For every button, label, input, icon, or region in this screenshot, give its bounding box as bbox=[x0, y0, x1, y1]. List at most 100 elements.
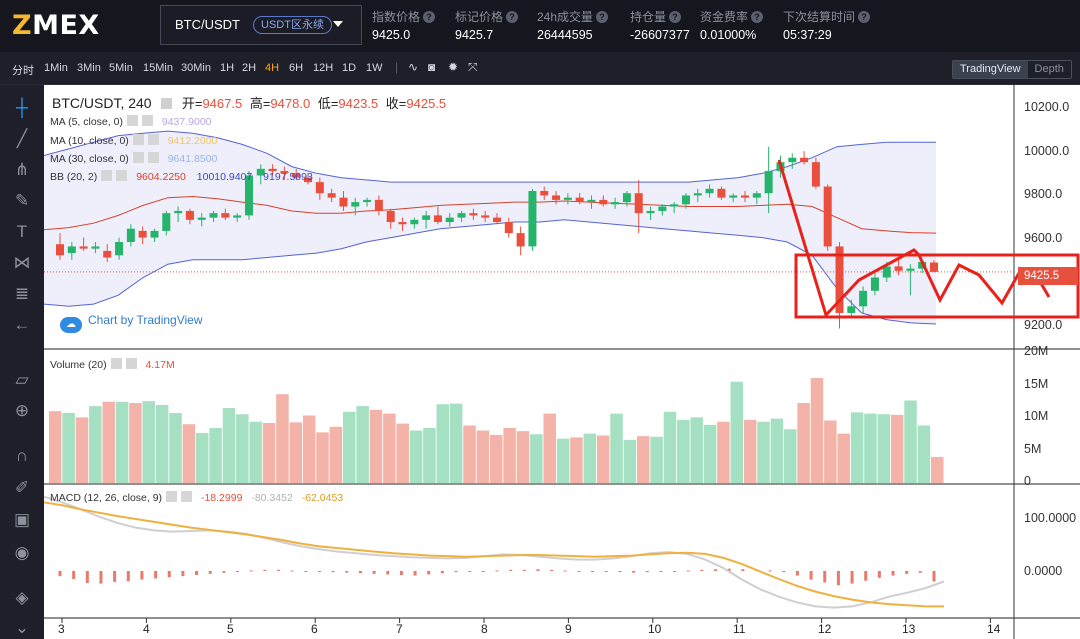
macd-legend[interactable]: MACD (12, 26, close, 9) -18.2999 -80.345… bbox=[50, 491, 343, 504]
text-icon[interactable]: T bbox=[16, 222, 28, 241]
help-icon[interactable]: ? bbox=[858, 11, 871, 23]
volume-bar bbox=[677, 419, 690, 483]
volume-bar bbox=[129, 403, 142, 483]
macd-line-value: -62.0453 bbox=[301, 492, 344, 504]
settings-icon[interactable] bbox=[101, 170, 113, 181]
tf-1d[interactable]: 1D bbox=[342, 62, 357, 74]
volume-bar bbox=[196, 433, 209, 483]
close-icon[interactable] bbox=[141, 115, 153, 126]
tf-30min[interactable]: 30Min bbox=[181, 62, 211, 74]
candle-body bbox=[906, 268, 915, 271]
settings-icon[interactable] bbox=[110, 358, 122, 369]
arrow-left-icon[interactable]: ← bbox=[13, 315, 31, 334]
help-icon[interactable]: ? bbox=[751, 11, 764, 23]
zoom-in-icon[interactable]: ⊕ bbox=[14, 401, 30, 420]
indicator-bb[interactable]: BB (20, 2) 9604.2250 10010.9407 9197.509… bbox=[50, 170, 313, 183]
lock-icon[interactable]: ▣ bbox=[13, 510, 31, 529]
volume-bar bbox=[516, 431, 530, 483]
tf-4h[interactable]: 4H bbox=[265, 62, 280, 74]
candle-body bbox=[811, 162, 820, 187]
settings-box-icon[interactable] bbox=[161, 98, 173, 109]
help-icon[interactable]: ? bbox=[669, 11, 682, 23]
help-icon[interactable]: ? bbox=[423, 11, 436, 23]
tab-depth[interactable]: Depth bbox=[1034, 63, 1064, 75]
candle-body bbox=[174, 210, 183, 214]
candle-body bbox=[528, 191, 537, 247]
close-icon[interactable] bbox=[181, 491, 193, 502]
candle-body bbox=[386, 210, 395, 223]
eye-icon[interactable]: ◉ bbox=[14, 543, 30, 562]
help-icon[interactable]: ? bbox=[596, 11, 609, 23]
volume-bar bbox=[182, 424, 196, 483]
chart-style-icon[interactable]: ∿ bbox=[408, 60, 419, 74]
tf-1h[interactable]: 1H bbox=[220, 62, 235, 74]
zmex-logo[interactable]: ZMEX bbox=[12, 10, 100, 41]
fib-icon[interactable]: ≣ bbox=[14, 284, 30, 303]
stat-value: 05:37:29 bbox=[783, 28, 832, 42]
caret-down-icon bbox=[333, 21, 343, 27]
close-icon[interactable] bbox=[147, 152, 159, 163]
close-label: 收= bbox=[385, 96, 407, 111]
pair-selector[interactable]: BTC/USDT USDT区永续 bbox=[160, 5, 362, 45]
magnet-icon[interactable]: ∩ bbox=[15, 446, 29, 465]
macd-histogram-bar bbox=[563, 570, 567, 572]
pitchfork-icon[interactable]: ⋔ bbox=[14, 160, 30, 179]
close-icon[interactable] bbox=[116, 170, 128, 181]
bb-basis-line bbox=[44, 195, 937, 234]
camera-icon[interactable]: ◙ bbox=[428, 60, 436, 74]
settings-icon[interactable] bbox=[132, 134, 144, 145]
help-icon[interactable]: ? bbox=[506, 11, 519, 23]
date-tick: 7 bbox=[396, 622, 403, 636]
macd-histogram-bar bbox=[481, 571, 485, 572]
gear-icon[interactable]: ✹ bbox=[448, 60, 459, 74]
tf-2h[interactable]: 2H bbox=[242, 62, 257, 74]
settings-icon[interactable] bbox=[132, 152, 144, 163]
close-value: 9425.5 bbox=[406, 96, 447, 111]
macd-histogram-bar bbox=[263, 569, 267, 571]
fullscreen-icon[interactable]: ⤧ bbox=[468, 60, 478, 74]
candle-body bbox=[304, 177, 313, 183]
tf-15min[interactable]: 15Min bbox=[143, 62, 173, 74]
trend-line-icon[interactable]: ╱ bbox=[16, 129, 28, 148]
volume-bar bbox=[356, 406, 369, 483]
pencil-lock-icon[interactable]: ✐ bbox=[14, 478, 30, 497]
candle-body bbox=[162, 213, 171, 231]
price-chart-canvas[interactable] bbox=[44, 85, 1080, 639]
indicator-ma10[interactable]: MA (10, close, 0) 9412.2000 bbox=[50, 134, 217, 147]
tab-tradingview[interactable]: TradingView bbox=[953, 61, 1028, 78]
macd-histogram-bar bbox=[440, 571, 444, 574]
tf-12h[interactable]: 12H bbox=[313, 62, 334, 74]
brush-icon[interactable]: ✎ bbox=[14, 191, 30, 210]
crosshair-icon[interactable]: ┼ bbox=[15, 98, 29, 117]
high-value: 9478.0 bbox=[270, 96, 311, 111]
candle-body bbox=[327, 193, 336, 198]
close-icon[interactable] bbox=[147, 134, 159, 145]
layers-icon[interactable]: ◈ bbox=[15, 588, 29, 607]
volume-bar bbox=[383, 413, 396, 483]
date-tick: 5 bbox=[227, 622, 234, 636]
tf-1min[interactable]: 1Min bbox=[44, 62, 68, 74]
chevron-down-icon[interactable]: ⌄ bbox=[14, 618, 30, 637]
tf-5min[interactable]: 5Min bbox=[109, 62, 133, 74]
pattern-icon[interactable]: ⋈ bbox=[13, 253, 31, 272]
stat-value: 0.01000% bbox=[700, 28, 757, 42]
macd-histogram-bar bbox=[632, 571, 636, 573]
macd-histogram-bar bbox=[891, 571, 895, 576]
tf-1w[interactable]: 1W bbox=[366, 62, 383, 74]
indicator-ma30[interactable]: MA (30, close, 0) 9641.8500 bbox=[50, 152, 217, 165]
tf-timeline[interactable]: 分时 bbox=[12, 65, 34, 77]
close-icon[interactable] bbox=[125, 358, 137, 369]
macd-histogram-bar bbox=[72, 571, 76, 579]
settings-icon[interactable] bbox=[166, 491, 178, 502]
settings-icon[interactable] bbox=[126, 115, 138, 126]
tf-3min[interactable]: 3Min bbox=[77, 62, 101, 74]
volume-label: Volume (20) bbox=[50, 359, 107, 371]
macd-histogram-bar bbox=[741, 569, 745, 571]
ruler-icon[interactable]: ▱ bbox=[15, 370, 29, 389]
volume-legend[interactable]: Volume (20) 4.17M bbox=[50, 358, 175, 371]
symbol-label: BTC/USDT, 240 bbox=[52, 95, 152, 111]
indicator-ma5[interactable]: MA (5, close, 0) 9437.9000 bbox=[50, 115, 212, 128]
tradingview-watermark[interactable]: ☁ Chart by TradingView bbox=[60, 313, 203, 333]
tf-6h[interactable]: 6H bbox=[289, 62, 304, 74]
